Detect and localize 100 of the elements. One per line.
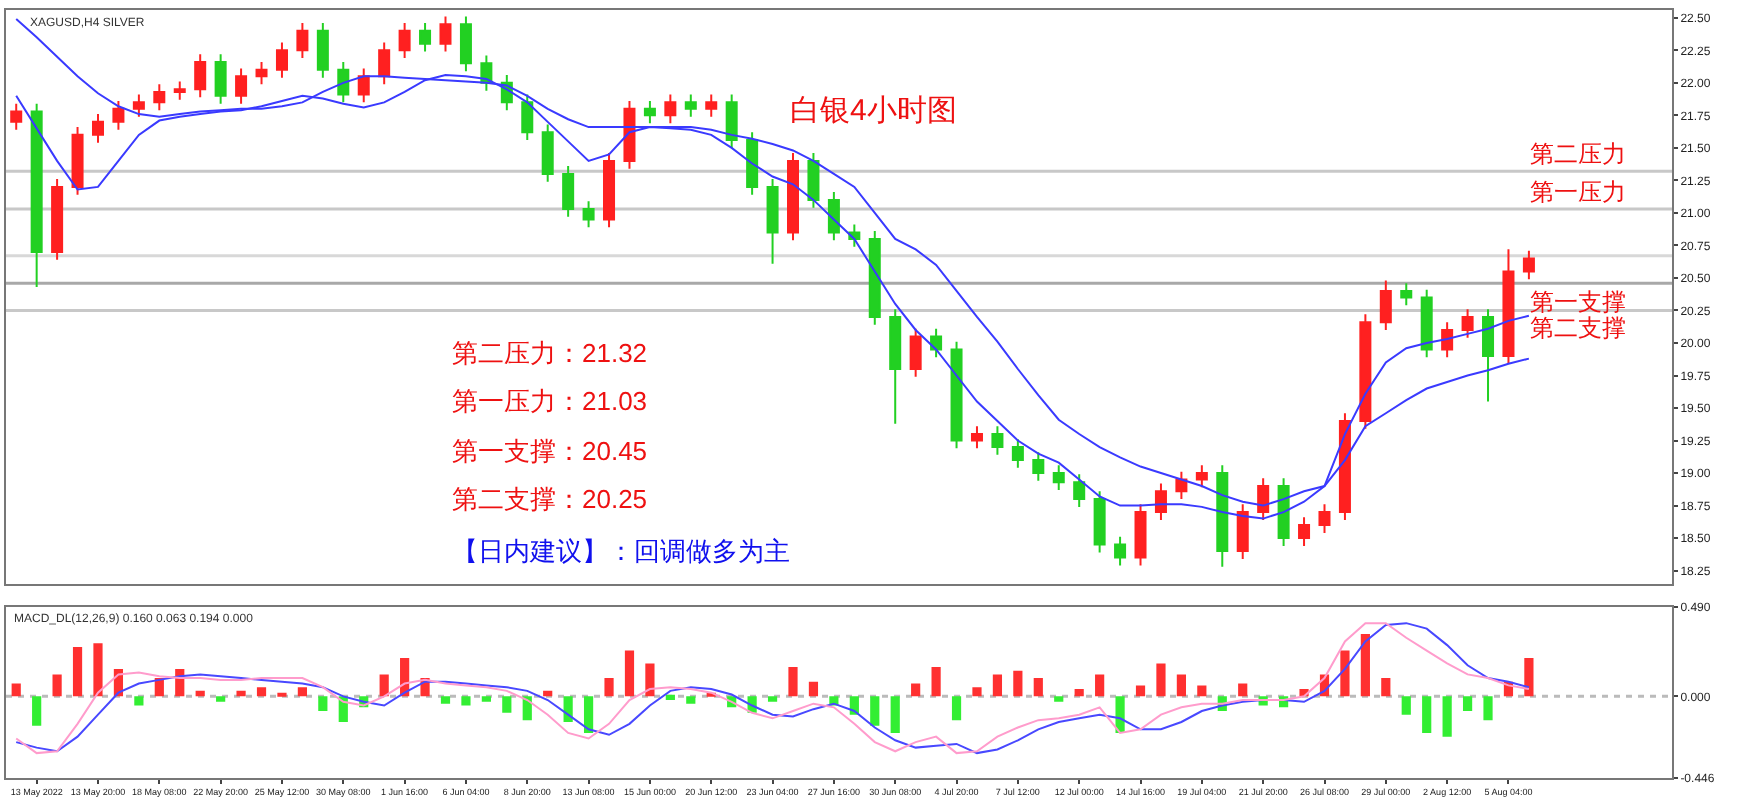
candlestick: [398, 22, 411, 60]
candlestick: [868, 230, 881, 326]
bar: [1340, 650, 1350, 697]
bar: [502, 696, 512, 713]
candlestick: [91, 113, 104, 144]
candlestick: [173, 80, 186, 101]
bar: [1462, 696, 1473, 711]
bar: [1483, 696, 1493, 721]
candlestick: [623, 100, 636, 170]
bar: [1238, 683, 1248, 697]
bar: [1013, 670, 1023, 697]
candlestick: [30, 102, 43, 289]
candlestick: [1093, 490, 1106, 554]
candlestick: [439, 15, 452, 53]
candlestick: [991, 425, 1004, 456]
bar: [1381, 678, 1391, 697]
candlestick: [1461, 308, 1474, 339]
candlestick: [378, 41, 391, 86]
candlestick: [562, 165, 575, 218]
bar: [32, 696, 42, 726]
annotation: 第一压力：21.03: [452, 386, 648, 416]
bar: [11, 683, 21, 697]
candlestick: [459, 15, 472, 73]
candlestick: [725, 93, 738, 149]
candlestick: [71, 126, 84, 196]
bar: [788, 667, 798, 697]
ref-line-label: 第二压力: [1530, 140, 1626, 168]
candlestick: [1052, 464, 1065, 491]
bar: [1135, 685, 1146, 697]
bar: [1401, 696, 1411, 715]
candlestick: [950, 340, 963, 450]
candlestick: [1420, 288, 1433, 359]
bar: [93, 643, 103, 697]
bar: [297, 687, 307, 697]
bar: [563, 696, 573, 722]
bar: [134, 696, 144, 706]
candlestick: [787, 152, 800, 242]
candlestick: [766, 178, 779, 265]
annotation: 第一支撑：20.45: [452, 436, 648, 466]
candlestick: [1298, 516, 1311, 547]
candlestick: [316, 22, 329, 79]
candlestick: [1379, 279, 1392, 331]
candlestick: [603, 152, 616, 229]
bar: [72, 646, 83, 697]
bar: [767, 696, 778, 702]
candlestick: [970, 425, 983, 450]
candlestick: [214, 53, 227, 105]
ref-line-label: 第一支撑: [1530, 288, 1626, 316]
candlestick: [1277, 477, 1290, 547]
candlestick: [705, 93, 718, 118]
ref-line-label: 第一压力: [1530, 178, 1626, 206]
bar: [379, 674, 389, 697]
bar: [931, 667, 941, 697]
candlestick: [1195, 464, 1208, 489]
candlestick: [10, 102, 23, 131]
bar: [1422, 696, 1432, 733]
bar: [256, 687, 267, 697]
bar: [992, 674, 1003, 697]
bar: [870, 696, 880, 726]
candlestick: [275, 41, 288, 79]
candlestick: [255, 61, 268, 86]
candlestick: [1236, 503, 1249, 560]
bar: [1156, 663, 1166, 697]
bar: [1054, 696, 1064, 702]
candlestick: [51, 178, 64, 261]
candlestick: [684, 93, 697, 118]
candlestick: [112, 100, 125, 131]
bar: [481, 696, 491, 702]
candlestick: [1359, 313, 1372, 430]
candlestick: [1400, 282, 1413, 307]
bar: [645, 663, 655, 697]
bar: [665, 694, 675, 701]
bar: [52, 674, 62, 697]
bar: [972, 687, 982, 697]
bar: [236, 690, 246, 697]
bar: [808, 681, 819, 697]
annotation: 【日内建议】：回调做多为主: [452, 536, 790, 566]
bar: [1197, 685, 1207, 697]
bar: [604, 678, 614, 697]
candlestick: [357, 67, 370, 104]
candlestick: [1338, 412, 1351, 521]
candlestick: [1032, 451, 1045, 482]
bar: [1095, 674, 1105, 697]
candlestick: [1011, 438, 1024, 469]
bar: [318, 696, 328, 711]
candlestick: [1114, 535, 1127, 567]
candlestick: [1257, 477, 1270, 521]
candlestick: [746, 131, 759, 196]
candlestick: [827, 191, 840, 242]
candlestick: [235, 67, 248, 105]
bar: [624, 650, 635, 697]
candlestick: [337, 61, 350, 104]
candlestick: [807, 152, 820, 209]
candlestick: [153, 83, 166, 112]
bar: [686, 696, 696, 704]
candlestick: [930, 327, 943, 359]
bar: [461, 696, 471, 706]
candlestick: [1175, 470, 1188, 501]
candlestick: [1318, 503, 1331, 534]
candlestick: [132, 93, 145, 118]
